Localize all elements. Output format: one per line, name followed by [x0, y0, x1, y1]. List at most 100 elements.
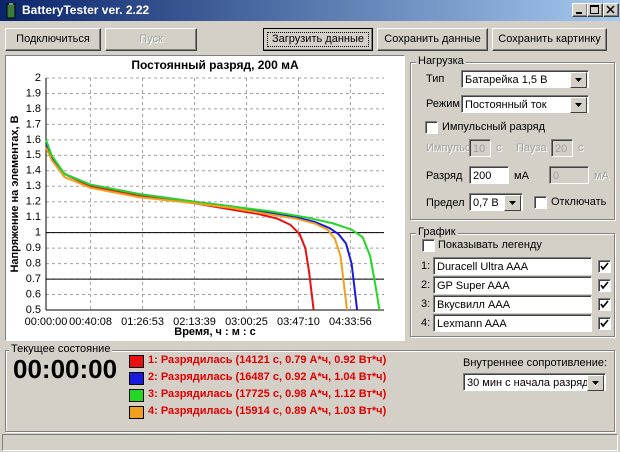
series-name-input[interactable]: GP Super AAA	[433, 276, 592, 294]
save-button[interactable]: Сохранить данные	[377, 28, 488, 51]
legend-checkbox[interactable]	[422, 239, 435, 252]
load-group	[410, 62, 615, 220]
check-mark	[600, 281, 609, 290]
label: Внутреннее сопротивление:	[463, 357, 608, 369]
y-tick-label: 1.7	[26, 118, 41, 130]
y-tick-label: 0.6	[26, 288, 41, 300]
y-axis-label: Напряжение на элементах, В	[9, 115, 21, 272]
y-tick-label: 1.2	[26, 196, 41, 208]
x-tick-label: 02:13:39	[173, 316, 216, 328]
group-title: График	[416, 226, 458, 238]
check-mark	[600, 300, 609, 309]
result-text: 4: Разрядилась (15914 с, 0.89 А*ч, 1.03 …	[148, 405, 387, 417]
result-text: 1: Разрядилась (14121 с, 0.79 А*ч, 0.92 …	[148, 354, 387, 366]
limit-dropdown[interactable]: 0,7 В	[469, 193, 523, 211]
y-tick-label: 1.9	[26, 87, 41, 99]
series-checkbox[interactable]	[598, 279, 611, 292]
graph-group	[410, 233, 615, 337]
connect-button[interactable]: Подключиться	[5, 28, 101, 51]
row-number: 1:	[421, 260, 431, 272]
checkbox-label: Отключать	[551, 196, 607, 208]
group-title: Текущее состояние	[9, 343, 113, 355]
close-button[interactable]	[603, 3, 619, 17]
label: Импульс	[426, 142, 471, 154]
load-button[interactable]: Загрузить данные	[263, 28, 373, 51]
series-checkbox[interactable]	[598, 317, 611, 330]
series-name-input[interactable]: Lexmann AAA	[433, 314, 592, 332]
x-tick-label: 03:47:10	[277, 316, 320, 328]
second-input: 0	[549, 166, 589, 184]
chart-title: Постоянный разряд, 200 мА	[131, 58, 299, 72]
discharge-input[interactable]: 200	[469, 166, 509, 184]
app-icon	[6, 3, 16, 19]
chart: Постоянный разряд, 200 мА Время, ч : м : …	[5, 55, 405, 341]
mode-dropdown[interactable]: Постоянный ток	[461, 95, 589, 113]
checkbox-label: Импульсный разряд	[442, 121, 546, 133]
label: Тип	[426, 73, 445, 85]
unit: с	[496, 142, 502, 154]
label: Предел	[426, 197, 465, 209]
y-tick-label: 1.5	[26, 149, 41, 161]
y-tick-label: 0.8	[26, 258, 41, 270]
y-tick-label: 1.3	[26, 180, 41, 192]
x-tick-label: 03:00:25	[225, 316, 268, 328]
color-swatch	[129, 372, 144, 385]
unit: мА	[594, 170, 609, 182]
series-name-input[interactable]: Duracell Ultra AAA	[433, 257, 592, 275]
status-group	[5, 350, 615, 432]
color-swatch	[129, 406, 144, 419]
status-bar	[2, 434, 618, 451]
minimize-button[interactable]	[572, 3, 588, 17]
dropdown-value: 30 мин с начала разряда	[467, 377, 595, 389]
series-name-input[interactable]: Вкусвилл AAA	[433, 295, 592, 313]
dropdown-arrow	[570, 97, 587, 113]
x-tick-label: 00:40:08	[69, 316, 112, 328]
y-tick-label: 1.1	[26, 211, 41, 223]
group-title: Нагрузка	[416, 55, 466, 67]
start-button: Пуск	[105, 28, 197, 51]
y-tick-label: 0.9	[26, 242, 41, 254]
dropdown-value: 0,7 В	[473, 197, 499, 209]
y-tick-label: 1.6	[26, 134, 41, 146]
save-image-button[interactable]: Сохранить картинку	[492, 28, 607, 51]
resistance-dropdown[interactable]: 30 мин с начала разряда	[463, 373, 606, 391]
x-axis-label: Время, ч : м : с	[174, 326, 256, 338]
pause-input: 20	[551, 139, 573, 157]
row-number: 4:	[421, 317, 431, 329]
result-text: 3: Разрядилась (17725 с, 0.98 А*ч, 1.12 …	[148, 388, 387, 400]
unit: мА	[514, 170, 529, 182]
series-line	[45, 144, 315, 311]
series-checkbox[interactable]	[598, 298, 611, 311]
dropdown-arrow	[504, 195, 521, 211]
label: Режим	[426, 98, 460, 110]
y-tick-label: 1.4	[26, 165, 41, 177]
series-checkbox[interactable]	[598, 260, 611, 273]
dropdown-arrow	[570, 72, 587, 88]
y-tick-label: 2	[35, 72, 41, 84]
y-tick-label: 1.8	[26, 103, 41, 115]
check-mark	[600, 319, 609, 328]
window-title: BatteryTester ver. 2.22	[22, 3, 150, 17]
x-tick-label: 00:00:00	[25, 316, 68, 328]
color-swatch	[129, 355, 144, 368]
dropdown-value: Батарейка 1,5 В	[465, 74, 548, 86]
type-dropdown[interactable]: Батарейка 1,5 В	[461, 70, 589, 88]
pulse-checkbox[interactable]	[425, 121, 438, 134]
color-swatch	[129, 389, 144, 402]
x-tick-label: 04:33:56	[329, 316, 372, 328]
series-line	[45, 139, 381, 311]
timer: 00:00:00	[13, 354, 118, 384]
row-number: 2:	[421, 279, 431, 291]
title-bar: BatteryTester ver. 2.22	[0, 0, 620, 21]
maximize-button[interactable]	[587, 3, 603, 17]
dropdown-value: Постоянный ток	[465, 99, 547, 111]
cutoff-checkbox[interactable]	[534, 196, 547, 209]
series-line	[45, 147, 348, 311]
checkbox-label: Показывать легенду	[438, 239, 542, 251]
label: Разряд	[426, 170, 463, 182]
dropdown-arrow	[587, 375, 604, 391]
y-tick-label: 0.5	[26, 304, 41, 316]
